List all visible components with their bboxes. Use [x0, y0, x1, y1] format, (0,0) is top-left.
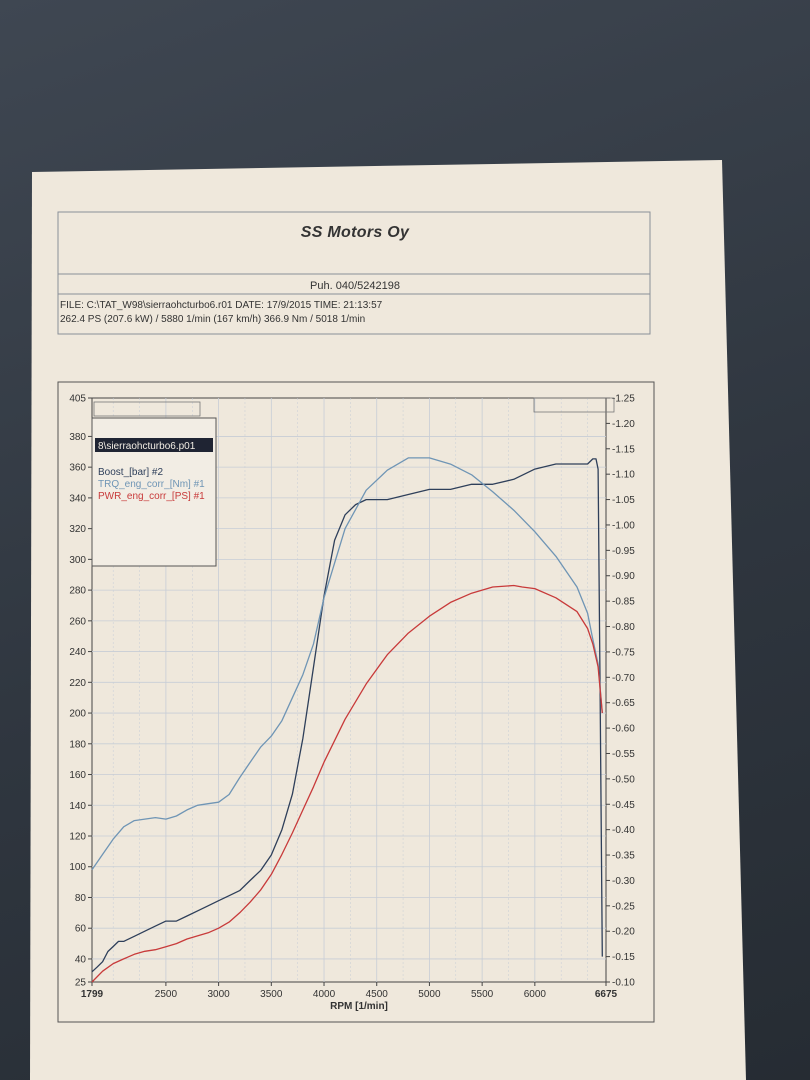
x-tick-label: 2500	[155, 989, 178, 1000]
y-tick-label-right: -1.15	[612, 444, 635, 455]
y-tick-label-right: -0.90	[612, 571, 635, 582]
dyno-chart: 405 380 360 340 320 300 280 260 240 220 200 180 160 1…	[69, 394, 635, 1013]
y-tick-label-right: -0.10	[612, 978, 635, 989]
y-tick-label-left: 220	[69, 678, 86, 689]
x-tick-label: 5500	[471, 989, 494, 1000]
y-tick-label-right: -1.05	[612, 495, 635, 506]
chart-frame	[57, 381, 655, 1023]
power-line	[91, 584, 603, 983]
torque-line	[91, 457, 603, 871]
x-tick-label: 4500	[366, 989, 389, 1000]
x-tick-label: 4000	[313, 989, 336, 1000]
y-tick-label-left: 160	[69, 770, 86, 781]
x-axis-label: RPM [1/min]	[330, 1001, 388, 1012]
header-info-box	[57, 293, 651, 335]
y-tick-label-right: -1.10	[612, 470, 635, 481]
y-tick-label-left: 180	[69, 739, 86, 750]
y-tick-label-left: 320	[69, 524, 86, 535]
y-tick-label-right: -0.70	[612, 673, 635, 684]
legend-item: TRQ_eng_corr_[Nm] #1	[98, 479, 205, 490]
y-tick-label-right: -0.60	[612, 724, 635, 735]
info-box-right	[533, 397, 615, 413]
x-tick-label: 6675	[595, 989, 618, 1000]
y-tick-label-left: 200	[69, 709, 86, 720]
company-name: SS Motors Oy	[300, 224, 410, 241]
x-tick-label: 1799	[81, 989, 104, 1000]
legend-item: Boost_[bar] #2	[98, 467, 163, 478]
y-tick-label-right: -0.25	[612, 901, 635, 912]
y-tick-label-left: 40	[75, 954, 87, 965]
y-tick-label-right: -0.80	[612, 622, 635, 633]
result-summary: 262.4 PS (207.6 kW) / 5880 1/min (167 km…	[60, 314, 366, 325]
y-tick-label-left: 25	[75, 978, 87, 989]
y-tick-label-left: 260	[69, 616, 86, 627]
y-tick-label-left: 280	[69, 586, 86, 597]
file-info: FILE: C:\TAT_W98\sierraohcturbo6.r01 DAT…	[60, 300, 383, 311]
company-phone: Puh. 040/5242198	[310, 280, 400, 292]
y-tick-label-right: -1.20	[612, 419, 635, 430]
legend-item: PWR_eng_corr_[PS] #1	[98, 491, 205, 502]
y-tick-label-left: 140	[69, 801, 86, 812]
y-tick-label-left: 80	[75, 893, 87, 904]
y-tick-label-left: 240	[69, 647, 86, 658]
plot-area	[91, 397, 607, 983]
y-tick-label-right: -1.25	[612, 394, 635, 405]
y-tick-label-left: 60	[75, 924, 87, 935]
info-box-left	[93, 401, 201, 417]
y-tick-label-right: -0.20	[612, 927, 635, 938]
y-tick-label-right: -0.55	[612, 749, 635, 760]
y-tick-label-left: 120	[69, 832, 86, 843]
y-tick-label-left: 300	[69, 555, 86, 566]
y-tick-label-right: -0.15	[612, 952, 635, 963]
y-tick-label-left: 340	[69, 493, 86, 504]
y-tick-label-right: -0.35	[612, 851, 635, 862]
y-tick-label-left: 100	[69, 862, 86, 873]
y-tick-label-right: -1.00	[612, 520, 635, 531]
y-tick-label-right: -0.65	[612, 698, 635, 709]
y-tick-label-right: -0.45	[612, 800, 635, 811]
y-tick-label-right: -0.85	[612, 597, 635, 608]
y-tick-label-left: 405	[69, 394, 86, 405]
y-tick-label-left: 360	[69, 463, 86, 474]
legend-file-label: 8\sierraohcturbo6.p01	[98, 441, 196, 452]
x-tick-label: 3500	[260, 989, 283, 1000]
x-tick-label: 3000	[207, 989, 230, 1000]
x-tick-label: 5000	[418, 989, 441, 1000]
y-tick-label-right: -0.30	[612, 876, 635, 887]
y-tick-label-right: -0.50	[612, 774, 635, 785]
x-tick-label: 6000	[524, 989, 547, 1000]
y-tick-label-right: -0.75	[612, 647, 635, 658]
y-tick-label-left: 380	[69, 432, 86, 443]
y-tick-label-right: -0.40	[612, 825, 635, 836]
boost-line	[91, 458, 603, 973]
y-tick-label-right: -0.95	[612, 546, 635, 557]
paper-sheet	[30, 160, 746, 1080]
legend-file-highlight	[95, 438, 213, 452]
